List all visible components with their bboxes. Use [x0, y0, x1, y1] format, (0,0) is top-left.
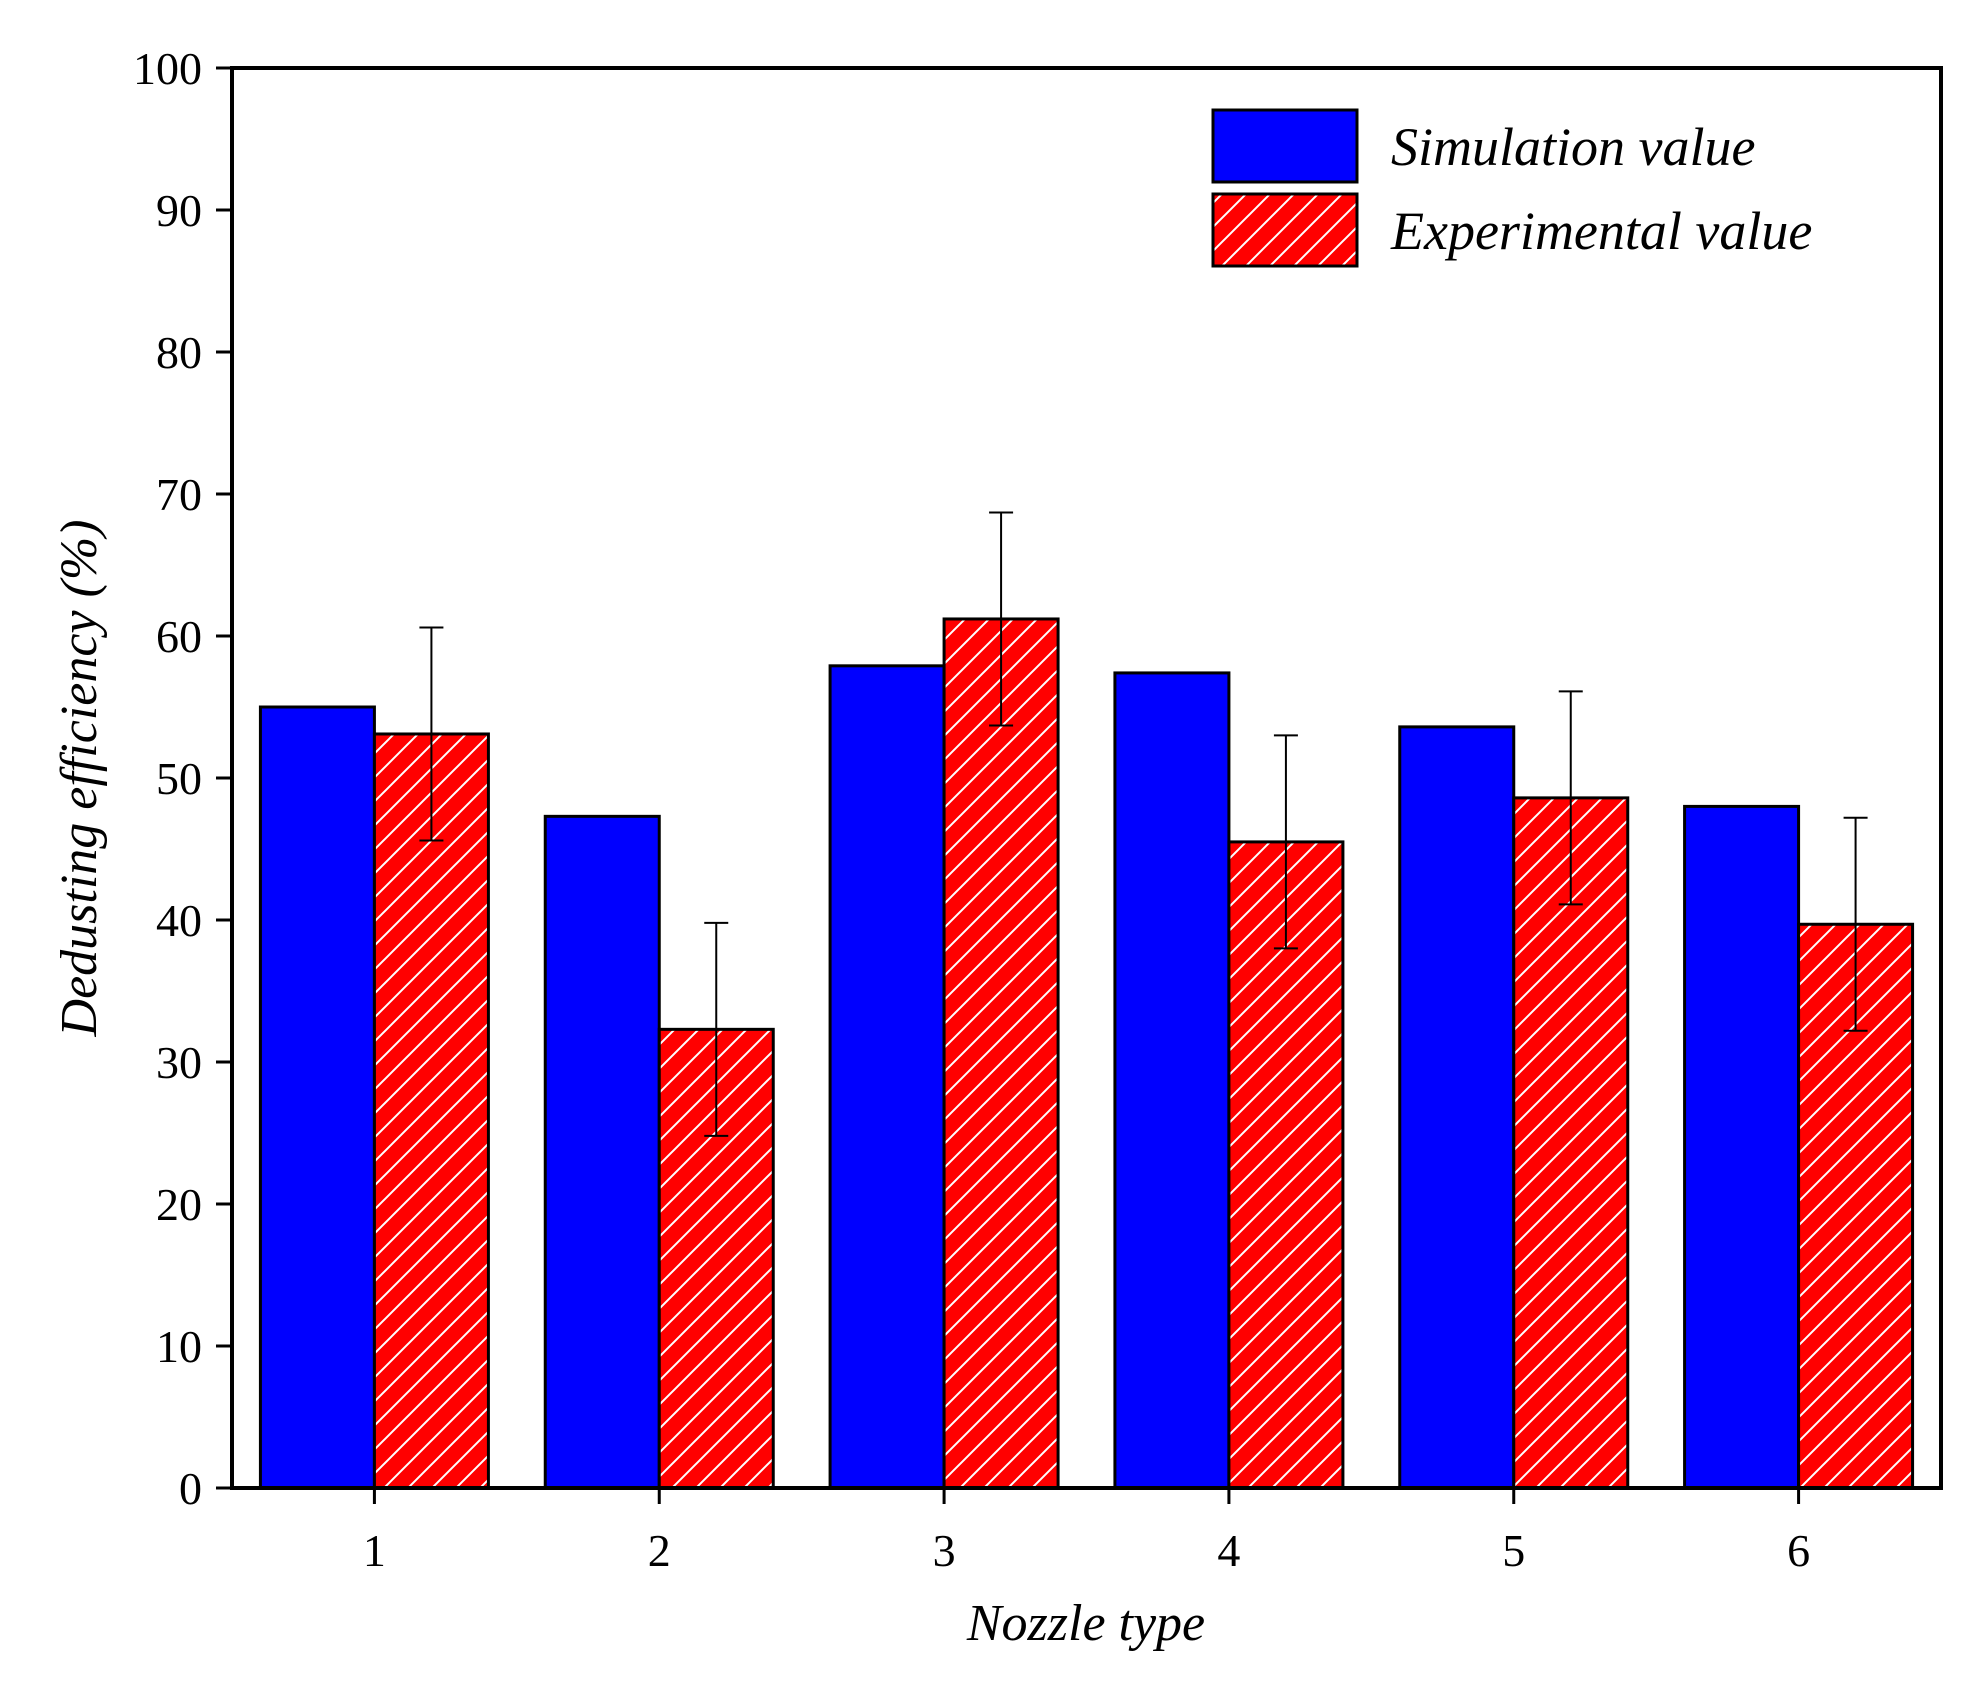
legend-swatch-simulation — [1211, 108, 1359, 184]
y-tick-label-0: 0 — [179, 1463, 202, 1514]
y-tick-label-40: 40 — [156, 895, 202, 946]
y-tick-label-70: 70 — [156, 469, 202, 520]
legend: Simulation value Experimental value — [1211, 108, 1812, 268]
experimental-bar-4 — [1227, 840, 1345, 1490]
x-tick-label-5: 5 — [1502, 1525, 1525, 1576]
simulation-bar-1 — [258, 705, 376, 1490]
x-tick-label-2: 2 — [648, 1525, 671, 1576]
y-tick-label-90: 90 — [156, 185, 202, 236]
simulation-bar-2 — [543, 814, 661, 1490]
y-axis: 0 10 20 30 40 50 60 70 80 90 100 — [133, 43, 232, 1514]
y-tick-label-20: 20 — [156, 1179, 202, 1230]
y-tick-label-50: 50 — [156, 753, 202, 804]
y-tick-label-10: 10 — [156, 1321, 202, 1372]
simulation-bar-3 — [828, 664, 946, 1490]
y-tick-label-60: 60 — [156, 611, 202, 662]
experimental-bar-1 — [372, 732, 490, 1490]
legend-swatch-experimental — [1211, 192, 1359, 268]
y-axis-title: Dedusting efficiency (%) — [51, 520, 108, 1038]
x-tick-label-1: 1 — [363, 1525, 386, 1576]
y-tick-label-100: 100 — [133, 43, 202, 94]
legend-label-simulation: Simulation value — [1391, 117, 1755, 177]
simulation-bar-5 — [1398, 725, 1516, 1490]
y-tick-label-80: 80 — [156, 327, 202, 378]
y-tick-label-30: 30 — [156, 1037, 202, 1088]
legend-label-experimental: Experimental value — [1390, 201, 1812, 261]
x-axis-title: Nozzle type — [966, 1595, 1205, 1652]
x-tick-label-6: 6 — [1787, 1525, 1810, 1576]
bars-layer — [258, 617, 1915, 1490]
x-tick-label-4: 4 — [1217, 1525, 1240, 1576]
x-axis: 1 2 3 4 5 6 — [363, 1488, 1810, 1576]
errorbar-layer — [419, 511, 1868, 1137]
simulation-bar-6 — [1683, 804, 1801, 1490]
simulation-bar-4 — [1113, 671, 1231, 1490]
experimental-bar-3 — [942, 617, 1060, 1490]
x-tick-label-3: 3 — [933, 1525, 956, 1576]
